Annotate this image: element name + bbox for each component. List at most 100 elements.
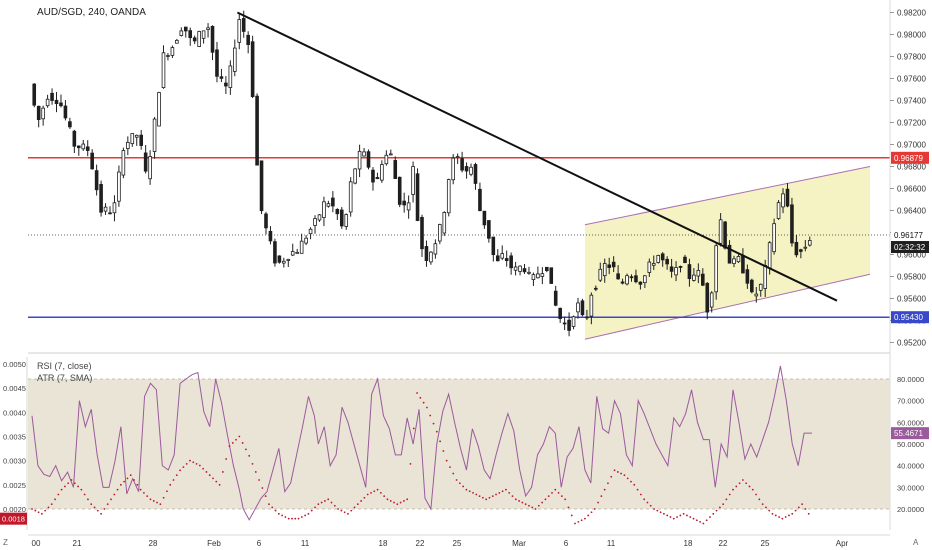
atr-dot	[774, 514, 777, 517]
atr-dot	[96, 509, 99, 512]
candle-body	[616, 273, 620, 280]
atr-dot	[261, 487, 264, 489]
atr-dot	[748, 485, 751, 488]
atr-dot	[343, 511, 346, 514]
candle-body	[656, 254, 661, 263]
candle-body	[393, 160, 398, 179]
atr-dot	[64, 485, 66, 488]
candle-body	[500, 253, 505, 259]
atr-dot	[294, 517, 297, 520]
candle-body	[464, 166, 469, 172]
atr-dot	[50, 503, 53, 506]
candle-body	[228, 65, 233, 88]
atr-dot	[185, 462, 188, 465]
candle-body	[59, 102, 63, 107]
atr-tick-label: 0.0040	[3, 408, 26, 417]
candle-body	[286, 258, 291, 261]
candle-body	[103, 206, 108, 212]
atr-dot	[735, 485, 738, 488]
atr-dot	[300, 516, 303, 518]
atr-dot	[314, 506, 316, 509]
time-tick-label: Feb	[207, 539, 221, 548]
atr-dot	[212, 477, 214, 480]
candle-body	[313, 218, 317, 226]
atr-dot	[511, 495, 514, 498]
atr-dot	[113, 493, 116, 496]
atr-dot	[699, 520, 702, 523]
candle-body	[785, 188, 790, 207]
time-tick-label: 22	[719, 539, 728, 548]
descending-trendline[interactable]	[236, 11, 838, 302]
atr-dot	[142, 491, 145, 494]
candle-body	[540, 273, 545, 277]
atr-dot	[189, 459, 191, 462]
candle-body	[215, 49, 219, 77]
candle-body	[371, 169, 375, 183]
atr-dot	[195, 462, 198, 465]
atr-tick-label: 0.0035	[3, 433, 26, 442]
atr-dot	[676, 516, 678, 518]
atr-dot	[560, 495, 563, 498]
atr-dot	[481, 496, 484, 499]
candle-body	[553, 290, 558, 306]
candle-body	[701, 273, 705, 286]
atr-dot	[587, 514, 590, 517]
candle-body	[763, 265, 767, 289]
candle-body	[277, 255, 282, 263]
candle-body	[183, 26, 188, 32]
candle-body	[259, 160, 264, 212]
candle-body	[143, 152, 148, 172]
atr-dot	[376, 488, 379, 491]
candle-body	[598, 268, 603, 281]
atr-dot	[741, 479, 744, 481]
atr-dot	[613, 469, 616, 472]
candle-body	[388, 153, 393, 156]
candle-body	[45, 98, 50, 107]
atr-dot	[788, 514, 790, 517]
atr-dot	[386, 498, 389, 501]
atr-dot	[452, 472, 455, 475]
candle-body	[732, 258, 736, 264]
candle-body	[406, 202, 411, 211]
atr-dot	[669, 516, 672, 518]
atr-dot	[238, 435, 241, 438]
atr-dot	[544, 498, 547, 501]
atr-dot	[291, 517, 293, 520]
atr-dot	[505, 488, 507, 491]
atr-dot	[801, 503, 804, 506]
atr-dot	[119, 483, 122, 486]
candle-body	[772, 223, 776, 253]
atr-dot	[623, 474, 626, 477]
candle-body	[692, 274, 696, 281]
candle-body	[77, 145, 81, 149]
atr-tick-label: 0.0025	[3, 481, 26, 490]
atr-dot	[715, 509, 718, 512]
atr-dot	[554, 488, 557, 491]
candle-body	[411, 166, 415, 195]
candle-body	[487, 220, 491, 239]
atr-dot	[564, 498, 567, 501]
atr-dot	[90, 503, 93, 506]
atr-dot	[745, 482, 748, 485]
candle-body	[536, 273, 540, 279]
time-tick-label: 28	[149, 539, 158, 548]
candle-body	[442, 212, 447, 234]
atr-dot	[584, 517, 586, 520]
atr-dot	[73, 482, 76, 485]
candle-body	[669, 266, 674, 272]
candle-body	[139, 134, 144, 146]
candle-body	[241, 18, 246, 32]
candle-body	[308, 228, 313, 235]
atr-dot	[495, 493, 497, 496]
candle-body	[469, 166, 473, 175]
candle-body	[589, 294, 594, 317]
candle-body	[651, 263, 656, 266]
candle-body	[705, 282, 710, 313]
atr-dot	[567, 506, 570, 509]
atr-dot	[258, 479, 260, 481]
candle-body	[282, 260, 286, 264]
atr-dot	[666, 514, 669, 517]
atr-dot	[218, 483, 221, 486]
atr-dot	[287, 517, 290, 520]
